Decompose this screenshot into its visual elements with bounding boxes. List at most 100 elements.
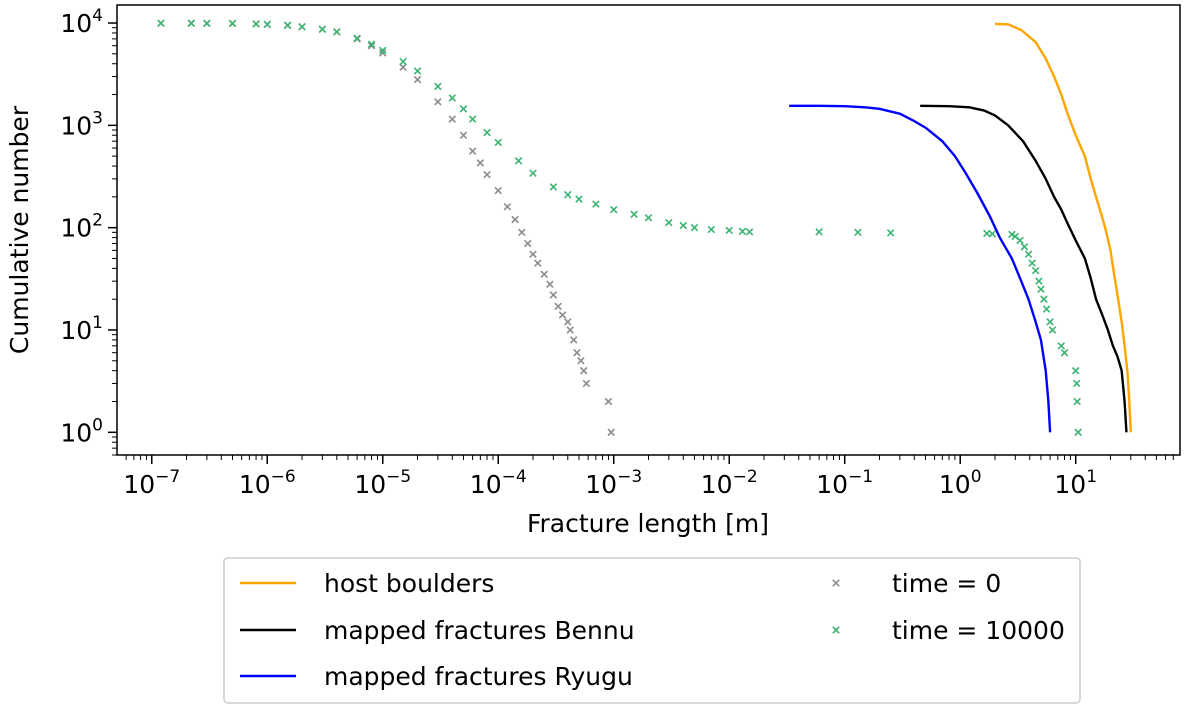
data-point	[1008, 230, 1016, 239]
data-point	[283, 21, 292, 30]
data-point	[1046, 318, 1054, 326]
data-point	[203, 19, 211, 28]
data-point	[540, 270, 548, 279]
data-point	[263, 20, 272, 29]
data-point	[558, 311, 567, 319]
data-point	[1071, 366, 1080, 375]
data-point	[1031, 266, 1040, 275]
data-point	[399, 57, 407, 66]
legend-item: time = 10000	[832, 616, 1065, 645]
data-point	[546, 280, 554, 288]
x-tick-label: 10−6	[239, 467, 296, 499]
data-point	[604, 397, 613, 406]
data-point	[1035, 277, 1043, 285]
legend-item: mapped fractures Ryugu	[240, 662, 633, 691]
data-point	[494, 138, 503, 147]
series-time-0	[157, 19, 615, 437]
data-point	[399, 63, 407, 71]
data-point	[566, 326, 574, 334]
data-point	[378, 49, 387, 57]
y-tick-label: 104	[60, 6, 103, 38]
series-time-10000	[157, 19, 1082, 437]
x-tick-label: 101	[1054, 467, 1097, 499]
series-line-mapped-fractures-bennu	[920, 104, 1128, 433]
data-point	[886, 229, 895, 237]
data-point	[665, 218, 673, 227]
data-point	[523, 239, 532, 248]
data-point	[459, 131, 468, 140]
series-line-mapped-fractures-ryugu	[789, 104, 1052, 433]
x-tick-label: 10−2	[701, 467, 758, 499]
data-point	[564, 318, 572, 326]
y-tick-label: 102	[60, 211, 103, 243]
data-point	[564, 190, 572, 199]
legend-label: time = 0	[892, 569, 1001, 598]
legend-frame	[223, 557, 1081, 704]
data-point	[690, 223, 699, 232]
data-point	[644, 213, 653, 222]
data-point	[529, 250, 537, 258]
data-point	[367, 40, 376, 49]
data-point	[1028, 259, 1036, 267]
data-point	[378, 46, 387, 55]
data-point	[187, 19, 196, 28]
x-tick-label: 10−3	[585, 467, 642, 499]
data-point	[725, 226, 733, 235]
data-point	[333, 28, 341, 36]
y-tick-label: 100	[60, 415, 103, 447]
x-tick-label: 10−1	[816, 467, 873, 499]
data-point	[468, 115, 477, 123]
data-point	[582, 379, 591, 388]
data-point	[1074, 428, 1082, 437]
data-point	[609, 205, 618, 214]
data-point	[157, 19, 165, 28]
data-point	[1057, 342, 1066, 350]
data-point	[569, 336, 578, 344]
legend-item: host boulders	[240, 569, 494, 598]
y-tick-label: 103	[60, 108, 103, 140]
data-point	[549, 291, 558, 299]
x-tick-label: 10−4	[470, 467, 527, 499]
series-line-host-boulders	[994, 22, 1132, 433]
legend-label: mapped fractures Ryugu	[324, 662, 633, 691]
data-point	[745, 228, 754, 236]
legend-swatch	[832, 579, 840, 587]
legend-item: time = 0	[832, 569, 1001, 598]
data-point	[554, 302, 562, 311]
data-point	[413, 75, 422, 84]
data-point	[815, 228, 823, 236]
data-point	[1072, 379, 1081, 388]
legend: host boulders mapped fractures Bennu mappe…	[223, 557, 1081, 704]
data-point	[448, 115, 457, 123]
data-point	[483, 170, 491, 179]
data-point	[511, 215, 519, 224]
data-point	[529, 169, 537, 178]
legend-label: host boulders	[324, 569, 494, 598]
data-point	[1073, 397, 1081, 406]
data-point	[367, 41, 376, 50]
legend-item: mapped fractures Bennu	[240, 616, 635, 645]
x-tick-label: 100	[939, 467, 982, 499]
data-point	[468, 147, 477, 155]
data-point	[518, 228, 526, 237]
legend-label: time = 10000	[892, 616, 1065, 645]
legend-label: mapped fractures Bennu	[324, 616, 635, 645]
data-point	[1037, 285, 1045, 294]
data-point	[577, 357, 585, 365]
y-tick-label: 101	[60, 313, 103, 345]
data-point	[413, 67, 422, 75]
data-point	[228, 19, 237, 28]
data-point	[476, 159, 485, 167]
plot-area	[157, 19, 1132, 437]
data-point	[1048, 326, 1057, 334]
data-point	[448, 94, 457, 102]
data-point	[1024, 250, 1033, 258]
data-point	[988, 230, 997, 238]
plot-frame	[116, 4, 1181, 456]
data-point	[707, 225, 716, 234]
data-point	[679, 221, 688, 230]
axis-ticks: 10−7 10−6 10−5 10−4 10−3 10−2 10−1 100 101 100 101…	[60, 6, 1174, 499]
data-point	[494, 186, 503, 195]
data-point	[630, 210, 638, 219]
